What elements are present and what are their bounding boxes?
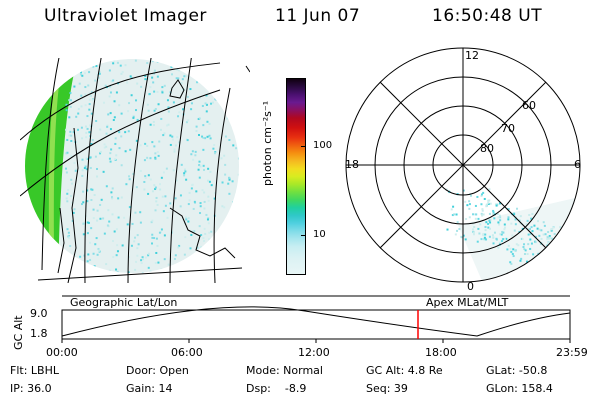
door-status: Door: Open	[126, 364, 189, 377]
time-tick-0: 00:00	[46, 346, 78, 359]
colorbar-label-10: 10	[313, 229, 326, 240]
mlt-label-18: 18	[345, 158, 359, 171]
time-label: 16:50:48 UT	[432, 6, 543, 26]
altitude-curve	[61, 306, 571, 337]
colorbar-tick-100	[301, 146, 306, 147]
time-tick-3: 18:00	[425, 346, 457, 359]
geo-panel-label: Geographic Lat/Lon	[70, 296, 178, 309]
mlt-label-12: 12	[465, 49, 479, 62]
geographic-image-panel	[20, 58, 250, 283]
polar-mlat-mlt-plot: 12 18 6 0 80 70 60	[345, 47, 581, 293]
altitude-tick-high: 9.0	[30, 307, 48, 320]
polar-grid	[345, 47, 581, 283]
graticule	[20, 58, 243, 283]
coastlines	[57, 65, 250, 283]
dsp-value: Dsp: -8.9	[246, 382, 307, 395]
date-label: 11 Jun 07	[275, 6, 361, 26]
auroral-emission-region	[458, 195, 580, 282]
time-tick-4: 23:59	[556, 346, 588, 359]
time-tick-1: 06:00	[171, 346, 203, 359]
geo-longitude-value: GLon: 158.4	[486, 382, 553, 395]
mlat-label-80: 80	[480, 142, 494, 155]
sequence-value: Seq: 39	[366, 382, 408, 395]
colorbar-label-100: 100	[313, 140, 333, 151]
altitude-plot-frame	[61, 309, 571, 340]
mlat-label-70: 70	[501, 122, 515, 135]
colorbar-unit-label: photon cm⁻²s⁻¹	[261, 100, 274, 186]
altitude-tick-low: 1.8	[30, 327, 48, 340]
mlt-label-6: 6	[574, 158, 581, 171]
gc-altitude-value: GC Alt: 4.8 Re	[366, 364, 443, 377]
time-tick-2: 12:00	[298, 346, 330, 359]
mlat-label-60: 60	[522, 99, 536, 112]
mlt-label-0: 0	[467, 280, 474, 293]
ip-value: IP: 36.0	[10, 382, 52, 395]
mode-value: Mode: Normal	[246, 364, 323, 377]
filter-value: Flt: LBHL	[10, 364, 59, 377]
altitude-axis-label: GC Alt	[12, 315, 25, 350]
polar-panel-label: Apex MLat/MLT	[426, 296, 509, 309]
gain-value: Gain: 14	[126, 382, 173, 395]
instrument-title: Ultraviolet Imager	[44, 6, 207, 26]
colorbar-tick-10	[301, 235, 306, 236]
geo-latitude-value: GLat: -50.8	[486, 364, 548, 377]
intensity-colorbar	[286, 78, 306, 275]
